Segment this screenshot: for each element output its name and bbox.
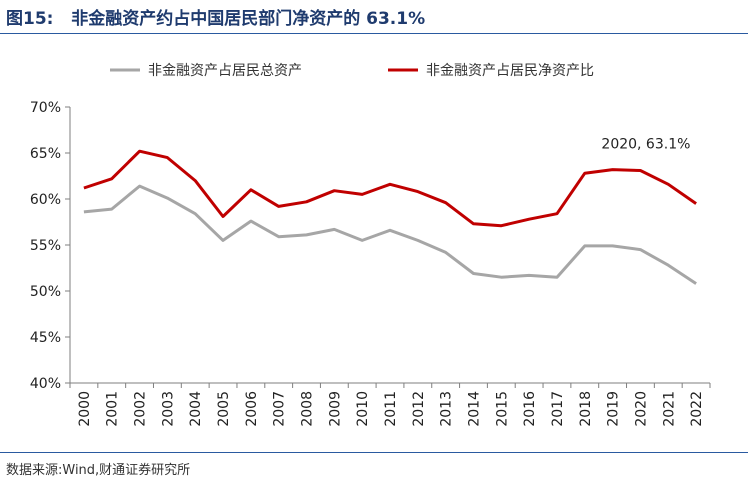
x-tick-label: 2011 (383, 391, 399, 427)
annotation-label: 2020, 63.1% (601, 136, 690, 152)
y-tick-label: 70% (30, 100, 61, 116)
legend-label-gray: 非金融资产占居民总资产 (148, 63, 302, 79)
title-rule (0, 33, 748, 34)
figure-title-text: 非金融资产约占中国居民部门净资产的 63.1% (71, 9, 426, 29)
figure-label: 图15: (6, 9, 54, 29)
series-line-gray (83, 184, 697, 285)
x-tick-label: 2002 (133, 391, 149, 427)
y-tick-label: 40% (30, 376, 61, 392)
x-tick-label: 2003 (160, 391, 176, 427)
x-tick-label: 2006 (244, 391, 260, 427)
legend: 非金融资产占居民总资产 非金融资产占居民净资产比 (110, 63, 594, 79)
x-tick-label: 2019 (606, 391, 622, 427)
x-tick-label: 2000 (77, 391, 93, 427)
y-tick-label: 55% (30, 238, 61, 254)
x-tick-label: 2005 (216, 391, 232, 427)
x-tick-label: 2009 (327, 391, 343, 427)
x-tick-label: 2008 (300, 391, 316, 427)
x-tick-label: 2015 (494, 391, 510, 427)
x-tick-label: 2021 (661, 391, 677, 427)
x-tick-label: 2022 (689, 391, 705, 427)
footer-rule (0, 452, 748, 453)
x-tick-label: 2007 (272, 391, 288, 427)
series-line-red (83, 149, 697, 228)
x-tick-label: 2010 (355, 391, 371, 427)
source-note: 数据来源:Wind,财通证券研究所 (6, 463, 191, 478)
legend-label-red: 非金融资产占居民净资产比 (426, 63, 594, 79)
x-tick-label: 2004 (188, 391, 204, 427)
y-tick-label: 65% (30, 146, 61, 162)
x-tick-label: 2017 (550, 391, 566, 427)
series-lines (83, 149, 697, 285)
x-tick-label: 2012 (411, 391, 427, 427)
x-tick-label: 2016 (522, 391, 538, 427)
axes: 40% 45% 50% 55% 60% 65% 70% 2000 2001 2002 2003 200… (30, 100, 711, 427)
x-tick-label: 2013 (439, 391, 455, 427)
y-tick-label: 45% (30, 330, 61, 346)
x-tick-label: 2020 (633, 391, 649, 427)
x-tick-label: 2014 (466, 391, 482, 427)
x-tick-label: 2018 (578, 391, 594, 427)
y-tick-label: 60% (30, 192, 61, 208)
y-tick-label: 50% (30, 284, 61, 300)
figure-title: 图15: 非金融资产约占中国居民部门净资产的 63.1% (6, 4, 425, 29)
x-tick-label: 2001 (105, 391, 121, 427)
